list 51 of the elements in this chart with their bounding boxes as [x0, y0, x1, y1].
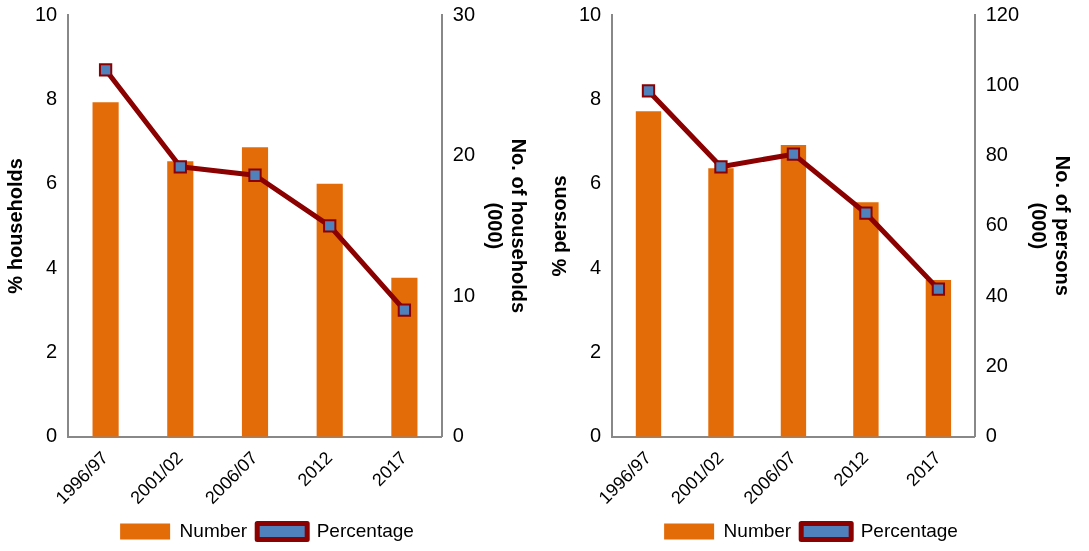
bar — [853, 202, 879, 437]
y-tick-label: 10 — [35, 2, 58, 25]
y-tick-label: 8 — [46, 86, 58, 109]
bar — [780, 145, 807, 437]
point — [173, 160, 187, 174]
y-tick-label: 2 — [590, 339, 602, 362]
y2-tick-label: 80 — [985, 143, 1008, 166]
legend-label: Number — [179, 519, 248, 541]
legend-label: Percentage — [316, 519, 414, 541]
bar — [925, 279, 952, 437]
y-tick-label: 0 — [46, 424, 58, 447]
y-axis-title: % persons — [547, 175, 570, 277]
bar — [316, 183, 343, 437]
y-tick-label: 10 — [579, 2, 602, 25]
y2-tick-label: 40 — [985, 283, 1008, 306]
point — [786, 147, 801, 161]
y-tick-label: 0 — [590, 424, 602, 447]
point — [931, 282, 946, 296]
point — [323, 219, 337, 233]
y-tick-label: 8 — [590, 86, 602, 109]
y-tick-label: 4 — [590, 255, 602, 278]
y2-tick-label: 20 — [985, 353, 1008, 376]
y2-tick-label: 120 — [985, 2, 1020, 25]
point — [397, 303, 412, 317]
y2-tick-label: 30 — [452, 2, 475, 25]
point — [641, 84, 656, 98]
y2-tick-label: 10 — [452, 283, 475, 306]
legend-label: Percentage — [860, 519, 958, 541]
legend-label: Number — [723, 519, 792, 541]
y2-tick-label: 0 — [985, 424, 997, 447]
bar — [708, 168, 734, 437]
y-tick-label: 4 — [46, 255, 58, 278]
y2-axis-title: No. of households (000) — [484, 138, 531, 314]
y-tick-label: 2 — [46, 339, 58, 362]
y-axis-title: % households — [3, 158, 26, 294]
y2-tick-label: 100 — [985, 72, 1020, 95]
y2-tick-label: 20 — [452, 143, 475, 166]
bar — [241, 147, 269, 437]
bar — [167, 161, 194, 437]
point — [98, 63, 113, 77]
y-tick-label: 6 — [590, 171, 602, 194]
point — [248, 168, 262, 182]
bar — [635, 111, 662, 437]
point — [859, 206, 873, 220]
bar — [92, 102, 119, 437]
bar — [391, 277, 418, 437]
y2-axis-title: No. of persons (000) — [1028, 155, 1075, 296]
y2-tick-label: 0 — [452, 424, 464, 447]
y-tick-label: 6 — [46, 171, 58, 194]
point — [714, 160, 728, 174]
y2-tick-label: 60 — [985, 213, 1008, 236]
